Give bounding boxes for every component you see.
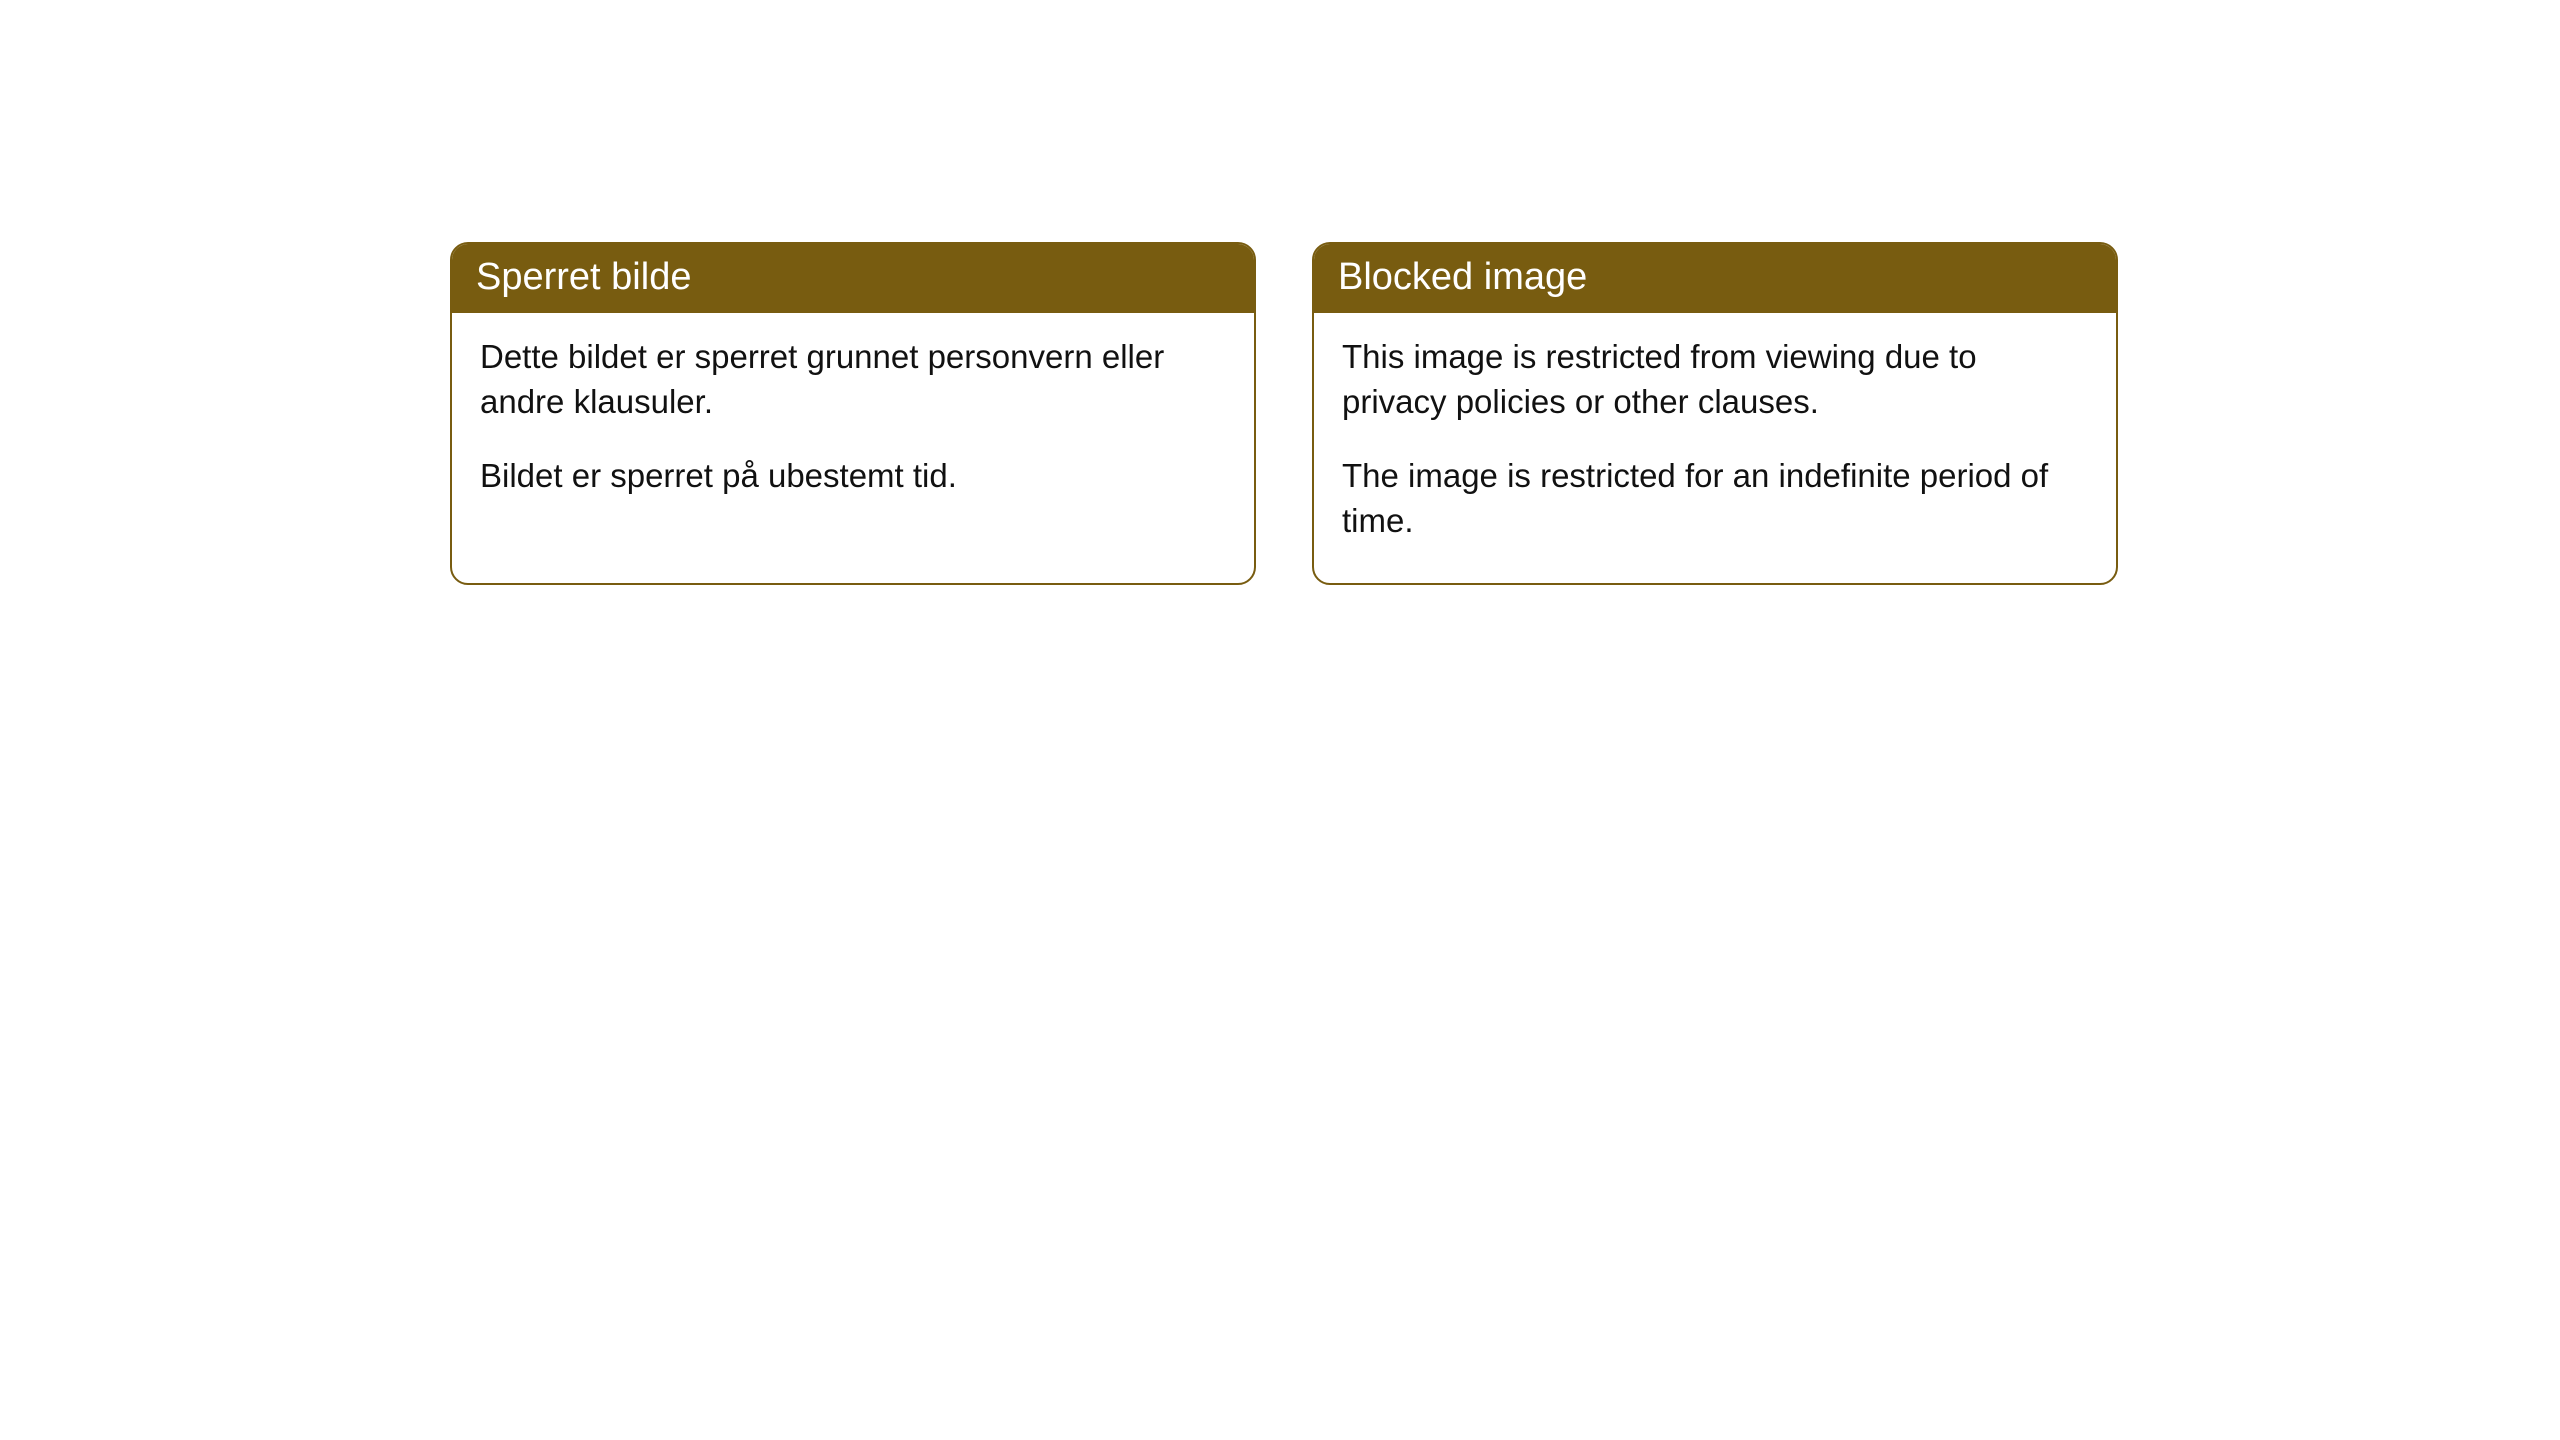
card-paragraph: The image is restricted for an indefinit…: [1342, 454, 2088, 543]
card-body: This image is restricted from viewing du…: [1314, 313, 2116, 583]
card-header: Sperret bilde: [452, 244, 1254, 313]
notice-card-norwegian: Sperret bilde Dette bildet er sperret gr…: [450, 242, 1256, 585]
card-header: Blocked image: [1314, 244, 2116, 313]
cards-container: Sperret bilde Dette bildet er sperret gr…: [0, 0, 2560, 585]
card-paragraph: This image is restricted from viewing du…: [1342, 335, 2088, 424]
card-body: Dette bildet er sperret grunnet personve…: [452, 313, 1254, 539]
notice-card-english: Blocked image This image is restricted f…: [1312, 242, 2118, 585]
card-paragraph: Bildet er sperret på ubestemt tid.: [480, 454, 1226, 499]
card-paragraph: Dette bildet er sperret grunnet personve…: [480, 335, 1226, 424]
